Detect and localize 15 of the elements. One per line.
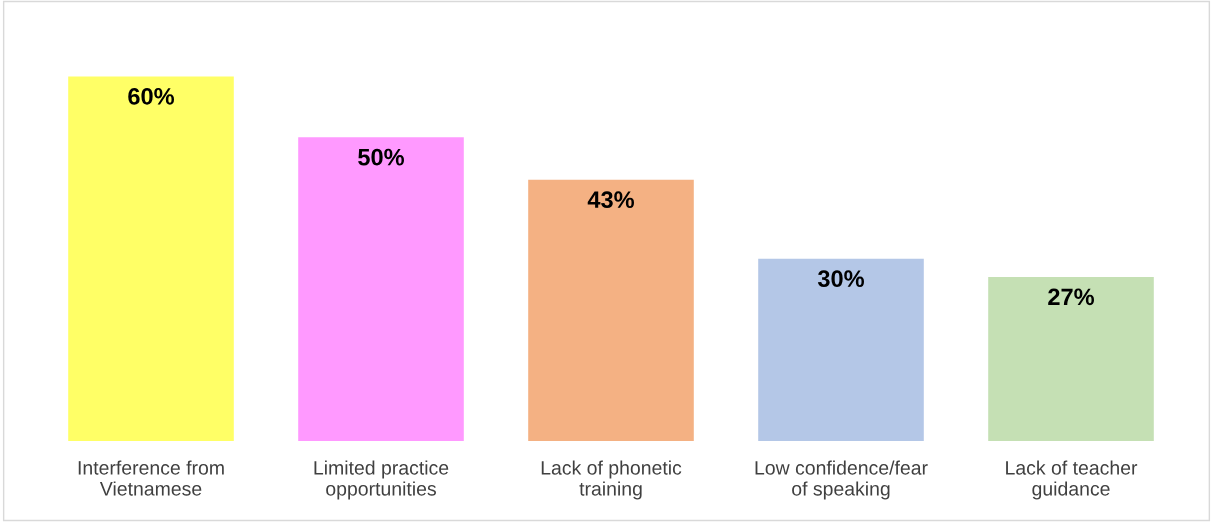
data-label: 27%	[1048, 288, 1095, 306]
x-tick-label: Lack of teacher guidance	[1006, 460, 1138, 500]
bar	[758, 258, 924, 441]
x-tick-label: Limited practice opportunities	[314, 460, 449, 500]
x-tick-label: Lack of phonetic training	[541, 460, 682, 500]
x-tick-label: Low confidence/fear of speaking	[755, 460, 928, 500]
data-label: 30%	[817, 270, 865, 288]
x-tick-label: Interference from Vietnamese	[78, 460, 224, 496]
bar	[988, 276, 1154, 441]
data-label: 60%	[128, 88, 175, 105]
data-label: 43%	[587, 191, 635, 209]
data-label: 50%	[358, 148, 405, 166]
bar	[68, 76, 234, 441]
bar	[528, 179, 694, 441]
bar	[298, 137, 464, 441]
